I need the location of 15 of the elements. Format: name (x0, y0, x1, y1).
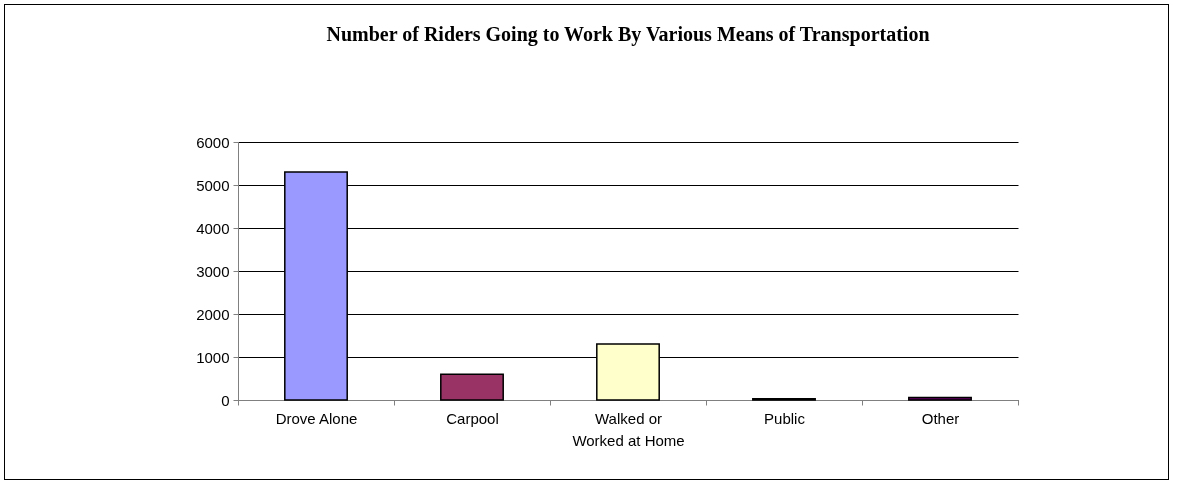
x-tick-label: Carpool (446, 409, 499, 427)
y-tick-label: 6000 (196, 133, 230, 151)
y-tick-label: 1000 (196, 348, 230, 366)
x-tick-label: Walked or Worked at Home (572, 409, 685, 449)
chart-title: Number of Riders Going to Work By Various Means of Transportation (326, 23, 930, 46)
x-tick-label: Other (921, 409, 960, 427)
bar (908, 396, 972, 401)
y-tick-label: 4000 (196, 219, 230, 237)
y-tick-label: 3000 (196, 262, 230, 280)
y-tick-label: 0 (221, 391, 230, 409)
x-tick-label: Drove Alone (275, 409, 358, 427)
x-tick-label: Public (764, 409, 806, 427)
y-tick-label: 2000 (196, 305, 230, 323)
y-tick-label: 5000 (196, 176, 230, 194)
bar (440, 373, 504, 401)
